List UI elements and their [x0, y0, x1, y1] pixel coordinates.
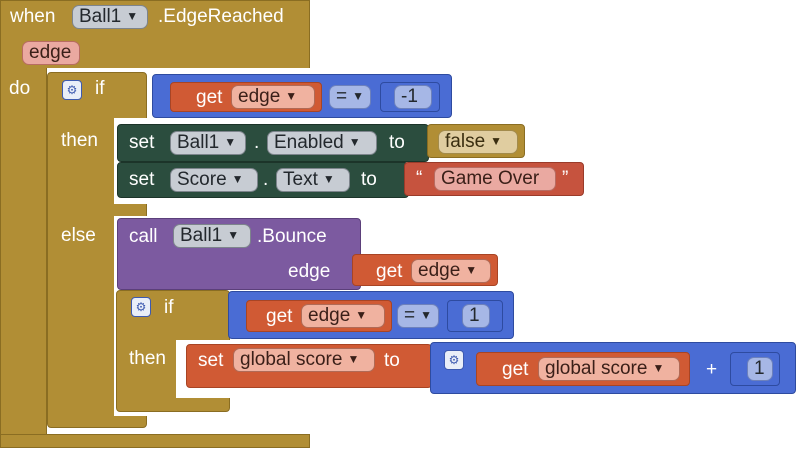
gear-icon[interactable]: ⚙ — [62, 80, 82, 100]
inner-if-label: if — [164, 297, 174, 318]
inner-then-label: then — [129, 348, 166, 369]
set1-component-dropdown[interactable]: Ball1 ▼ — [170, 131, 246, 155]
outer-get-var-dropdown[interactable]: edge ▼ — [231, 85, 315, 109]
chevron-down-icon: ▼ — [285, 89, 298, 103]
do-label: do — [9, 78, 31, 99]
inner-set-var-dropdown[interactable]: global score ▼ — [233, 348, 375, 372]
set2-to: to — [361, 169, 377, 190]
set1-to: to — [389, 132, 405, 153]
chevron-down-icon: ▼ — [652, 361, 665, 375]
inner-set-to: to — [384, 350, 400, 371]
set1-dot: . — [254, 132, 260, 153]
call-method: .Bounce — [257, 226, 327, 247]
call-arg-var-dropdown[interactable]: edge ▼ — [411, 259, 491, 283]
chevron-down-icon: ▼ — [420, 308, 432, 322]
set-score-text-block[interactable] — [117, 162, 409, 198]
event-component-dropdown[interactable]: Ball1 ▼ — [72, 5, 148, 29]
outer-get-label: get — [196, 87, 223, 108]
chevron-down-icon: ▼ — [348, 135, 361, 149]
set2-component-dropdown[interactable]: Score ▼ — [170, 168, 258, 192]
inner-set-label: set — [198, 350, 224, 371]
outer-else-label: else — [61, 225, 96, 246]
inner-get-var-dropdown[interactable]: edge ▼ — [301, 304, 385, 328]
when-label: when — [10, 6, 56, 27]
chevron-down-icon: ▼ — [126, 9, 139, 23]
chevron-down-icon: ▼ — [355, 308, 368, 322]
call-label: call — [129, 226, 158, 247]
event-param-edge[interactable]: edge — [22, 41, 80, 65]
expr-get-label: get — [502, 359, 529, 380]
gear-icon[interactable]: ⚙ — [444, 350, 464, 370]
chevron-down-icon: ▼ — [322, 172, 335, 186]
close-quote: ” — [562, 168, 569, 189]
set2-property-dropdown[interactable]: Text ▼ — [276, 168, 350, 192]
chevron-down-icon: ▼ — [347, 352, 360, 366]
chevron-down-icon: ▼ — [352, 89, 364, 103]
set1-property-dropdown[interactable]: Enabled ▼ — [267, 131, 377, 155]
chevron-down-icon: ▼ — [227, 228, 240, 242]
inner-op-dropdown[interactable]: = ▼ — [397, 304, 439, 328]
call-arg-get-label: get — [376, 261, 403, 282]
plus-label: + — [706, 359, 718, 380]
expr-get-var-dropdown[interactable]: global score ▼ — [538, 357, 680, 381]
false-dropdown[interactable]: false ▼ — [438, 130, 518, 154]
outer-if-label: if — [95, 78, 105, 99]
chevron-down-icon: ▼ — [224, 135, 237, 149]
open-quote: “ — [416, 168, 423, 189]
event-name: .EdgeReached — [158, 6, 284, 27]
outer-number-field[interactable]: -1 — [394, 85, 432, 109]
set2-label: set — [129, 169, 155, 190]
set2-dot: . — [263, 169, 269, 190]
event-block-bottom — [0, 434, 310, 448]
outer-then-label: then — [61, 130, 98, 151]
expr-number-field[interactable]: 1 — [747, 357, 773, 381]
outer-op-dropdown[interactable]: = ▼ — [329, 85, 371, 109]
inner-get-label: get — [266, 306, 293, 327]
call-arg-label: edge — [288, 261, 331, 282]
gear-icon[interactable]: ⚙ — [131, 297, 151, 317]
chevron-down-icon: ▼ — [231, 172, 244, 186]
chevron-down-icon: ▼ — [490, 134, 503, 148]
call-component-dropdown[interactable]: Ball1 ▼ — [173, 224, 251, 248]
chevron-down-icon: ▼ — [465, 263, 478, 277]
text-string-field[interactable]: Game Over — [434, 167, 556, 191]
inner-number-field[interactable]: 1 — [462, 304, 490, 328]
set1-label: set — [129, 132, 155, 153]
